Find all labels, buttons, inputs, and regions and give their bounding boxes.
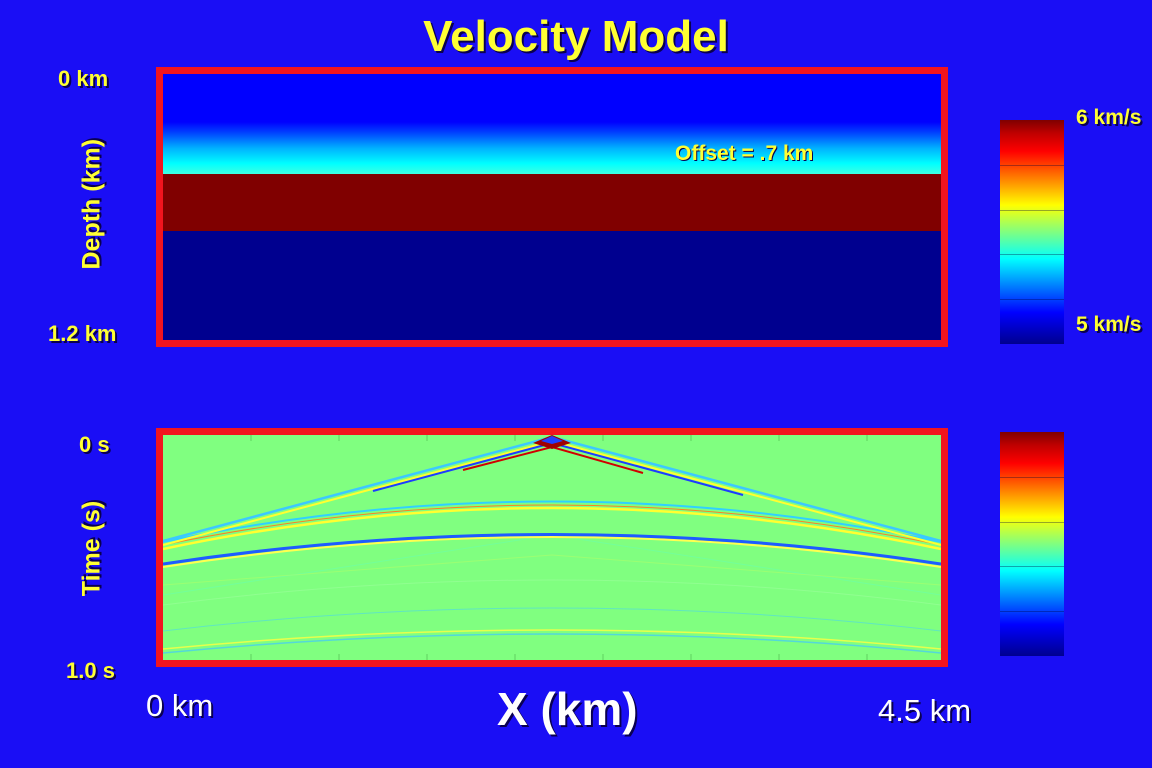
x-axis-right-label: 4.5 km <box>878 693 972 728</box>
time-bottom-label: 1.0 s <box>66 658 115 683</box>
offset-annotation: Offset = .7 km <box>675 142 814 165</box>
colorbar-min-label: 5 km/s <box>1076 313 1142 336</box>
velocity-model-image <box>163 74 941 340</box>
depth-axis-label: Depth (km) <box>77 138 106 270</box>
amplitude-colorbar <box>1000 432 1064 656</box>
page-title: Velocity Model <box>423 12 729 61</box>
colorbar-max-label: 6 km/s <box>1076 106 1142 129</box>
depth-bottom-label: 1.2 km <box>48 321 117 346</box>
time-top-label: 0 s <box>79 432 110 457</box>
seismogram-panel <box>156 428 948 667</box>
velocity-model-panel: Offset = .7 km <box>156 67 948 347</box>
velocity-colorbar <box>1000 120 1064 344</box>
seismogram-image <box>163 435 941 660</box>
time-axis-label: Time (s) <box>77 500 106 597</box>
x-axis-label: X (km) <box>497 683 638 735</box>
x-axis-left-label: 0 km <box>146 688 214 723</box>
depth-top-label: 0 km <box>58 66 109 91</box>
